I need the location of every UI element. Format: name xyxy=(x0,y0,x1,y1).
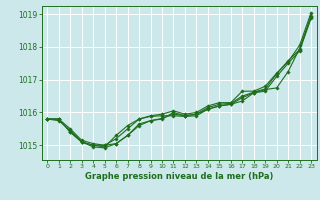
X-axis label: Graphe pression niveau de la mer (hPa): Graphe pression niveau de la mer (hPa) xyxy=(85,172,273,181)
